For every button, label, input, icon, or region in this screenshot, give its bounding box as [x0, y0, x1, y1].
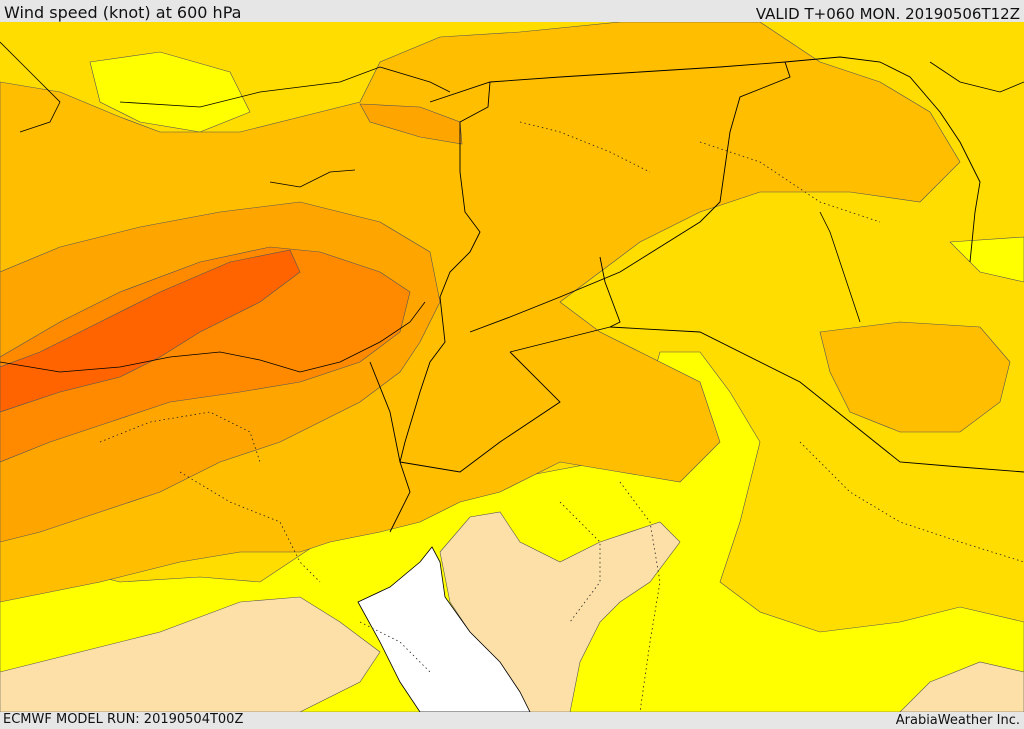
wind-field-yellow-north: [89, 51, 251, 133]
admin-boundaries: [99, 121, 1024, 712]
map-title: Wind speed (knot) at 600 hPa: [4, 3, 242, 22]
country-borders: [369, 56, 1024, 533]
wind-field-amber-east: [819, 321, 1011, 433]
model-run: ECMWF MODEL RUN: 20190504T00Z: [3, 712, 244, 727]
wind-field-orange-dark: [0, 249, 301, 413]
coastlines: [0, 41, 1024, 373]
wind-field-peach-west: [0, 596, 381, 712]
wind-speed-map: [0, 22, 1024, 712]
wind-field-orange-light-north: [359, 103, 463, 145]
wind-field-orange: [0, 246, 411, 463]
map-canvas: [0, 22, 1024, 712]
header-bar: Wind speed (knot) at 600 hPa VALID T+060…: [0, 0, 1024, 23]
red-sea: [357, 546, 531, 712]
footer-bar: ECMWF MODEL RUN: 20190504T00Z ArabiaWeat…: [0, 712, 1024, 729]
wind-field-amber: [0, 22, 961, 603]
credit: ArabiaWeather Inc.: [895, 713, 1020, 728]
valid-time: VALID T+060 MON. 20190506T12Z: [755, 5, 1020, 23]
wind-field-peach-southeast: [899, 661, 1024, 712]
